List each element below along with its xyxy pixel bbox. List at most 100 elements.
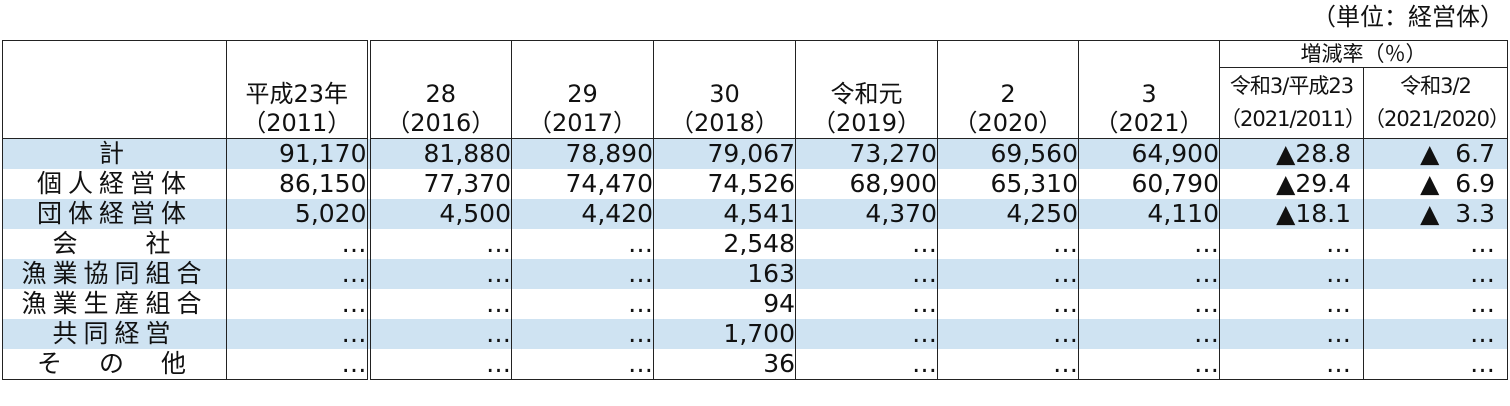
year-header: 30 （2018） bbox=[653, 40, 796, 139]
value-cell: 86,150 bbox=[226, 169, 369, 199]
rate-cell: ▲ 3.3 bbox=[1363, 199, 1508, 229]
value-cell: 64,900 bbox=[1078, 138, 1220, 169]
value-cell: 74,526 bbox=[653, 169, 796, 199]
rate-cell: … bbox=[1219, 229, 1364, 259]
value-cell: … bbox=[937, 349, 1079, 380]
value-cell: 74,470 bbox=[511, 169, 654, 199]
value-cell: 77,370 bbox=[366, 169, 512, 199]
value-cell: … bbox=[226, 319, 369, 349]
row-label: 漁業生産組合 bbox=[2, 289, 227, 319]
value-cell: 79,067 bbox=[653, 138, 796, 169]
value-cell: … bbox=[366, 319, 512, 349]
table-row: 会 社……… 2,548…………… bbox=[2, 229, 1508, 259]
value-cell: … bbox=[226, 259, 369, 289]
rate-cell: ▲ 6.9 bbox=[1363, 169, 1508, 199]
rate-cell: … bbox=[1219, 349, 1364, 380]
rate-cell: … bbox=[1219, 259, 1364, 289]
value-cell: 68,900 bbox=[795, 169, 938, 199]
table-row: 漁業協同組合……… 163…………… bbox=[2, 259, 1508, 289]
table-body: 計 91,170 81,880 78,890 79,067 73,270 69,560 64,… bbox=[2, 138, 1508, 380]
row-label: 個人経営体 bbox=[2, 169, 227, 199]
value-cell: 4,541 bbox=[653, 199, 796, 229]
value-cell: 60,790 bbox=[1078, 169, 1220, 199]
rate-cell: … bbox=[1363, 229, 1508, 259]
value-cell: 91,170 bbox=[226, 138, 369, 169]
value-cell: … bbox=[937, 259, 1079, 289]
value-cell: 4,500 bbox=[366, 199, 512, 229]
value-cell: … bbox=[795, 319, 938, 349]
value-cell: 94 bbox=[653, 289, 796, 319]
row-label: 漁業協同組合 bbox=[2, 259, 227, 289]
value-cell: 81,880 bbox=[366, 138, 512, 169]
value-cell: … bbox=[511, 289, 654, 319]
value-cell: 5,020 bbox=[226, 199, 369, 229]
row-label: そ の 他 bbox=[2, 349, 227, 380]
value-cell: … bbox=[226, 289, 369, 319]
year-header: 平成23年 （2011） bbox=[226, 40, 369, 139]
value-cell: … bbox=[795, 259, 938, 289]
value-cell: 36 bbox=[653, 349, 796, 380]
value-cell: … bbox=[1078, 349, 1220, 380]
value-cell: … bbox=[511, 349, 654, 380]
rate-cell: ▲ 6.7 bbox=[1363, 138, 1508, 169]
value-cell: 1,700 bbox=[653, 319, 796, 349]
value-cell: … bbox=[795, 349, 938, 380]
year-header: 29 （2017） bbox=[511, 40, 654, 139]
change-rate-header: 増減率（％） bbox=[1219, 40, 1508, 68]
rate-col-header: 令和3/2 （2021/2020） bbox=[1363, 67, 1510, 139]
value-cell: … bbox=[795, 229, 938, 259]
value-cell: … bbox=[1078, 289, 1220, 319]
value-cell: 78,890 bbox=[511, 138, 654, 169]
rate-cell: … bbox=[1363, 349, 1508, 380]
row-label: 計 bbox=[2, 138, 227, 169]
value-cell: … bbox=[937, 319, 1079, 349]
value-cell: … bbox=[795, 289, 938, 319]
unit-label: （単位：経営体） bbox=[1312, 3, 1504, 31]
rate-cell: … bbox=[1219, 289, 1364, 319]
row-label: 団体経営体 bbox=[2, 199, 227, 229]
value-cell: 69,560 bbox=[937, 138, 1079, 169]
value-cell: … bbox=[1078, 259, 1220, 289]
rate-cell: … bbox=[1363, 319, 1508, 349]
value-cell: … bbox=[937, 229, 1079, 259]
fishery-management-table: 平成23年 （2011） 28 （2016） 29 （2017） 30 （2018） 令… bbox=[2, 40, 1510, 380]
value-cell: 4,110 bbox=[1078, 199, 1220, 229]
value-cell: … bbox=[511, 229, 654, 259]
value-cell: … bbox=[937, 289, 1079, 319]
year-header: 28 （2016） bbox=[366, 40, 512, 139]
table-row: 共同経営……… 1,700…………… bbox=[2, 319, 1508, 349]
value-cell: … bbox=[366, 349, 512, 380]
table-row: 漁業生産組合……… 94…………… bbox=[2, 289, 1508, 319]
value-cell: … bbox=[366, 229, 512, 259]
rate-cell: ▲18.1 bbox=[1219, 199, 1364, 229]
row-label: 会 社 bbox=[2, 229, 227, 259]
year-header: 令和元 （2019） bbox=[795, 40, 938, 139]
table-row: 団体経営体 5,020 4,500 4,420 4,541 4,370 4,250 4,110… bbox=[2, 199, 1508, 229]
row-label-header bbox=[2, 40, 227, 139]
rate-cell: ▲29.4 bbox=[1219, 169, 1364, 199]
table-row: 個人経営体 86,150 77,370 74,470 74,526 68,900 65,31… bbox=[2, 169, 1508, 199]
value-cell: … bbox=[366, 259, 512, 289]
value-cell: … bbox=[1078, 319, 1220, 349]
table-row: そ の 他……… 36…………… bbox=[2, 349, 1508, 380]
value-cell: 163 bbox=[653, 259, 796, 289]
value-cell: 2,548 bbox=[653, 229, 796, 259]
value-cell: … bbox=[366, 289, 512, 319]
value-cell: … bbox=[1078, 229, 1220, 259]
table-row: 計 91,170 81,880 78,890 79,067 73,270 69,560 64,… bbox=[2, 138, 1508, 169]
value-cell: … bbox=[511, 319, 654, 349]
value-cell: 4,250 bbox=[937, 199, 1079, 229]
value-cell: … bbox=[226, 229, 369, 259]
rate-col-header: 令和3/平成23 （2021/2011） bbox=[1219, 67, 1366, 139]
row-label: 共同経営 bbox=[2, 319, 227, 349]
year-header: 2 （2020） bbox=[937, 40, 1079, 139]
rate-cell: … bbox=[1363, 259, 1508, 289]
rate-cell: … bbox=[1219, 319, 1364, 349]
value-cell: 4,370 bbox=[795, 199, 938, 229]
year-header: 3 （2021） bbox=[1078, 40, 1220, 139]
value-cell: 4,420 bbox=[511, 199, 654, 229]
rate-cell: … bbox=[1363, 289, 1508, 319]
value-cell: … bbox=[511, 259, 654, 289]
value-cell: 65,310 bbox=[937, 169, 1079, 199]
value-cell: … bbox=[226, 349, 369, 380]
